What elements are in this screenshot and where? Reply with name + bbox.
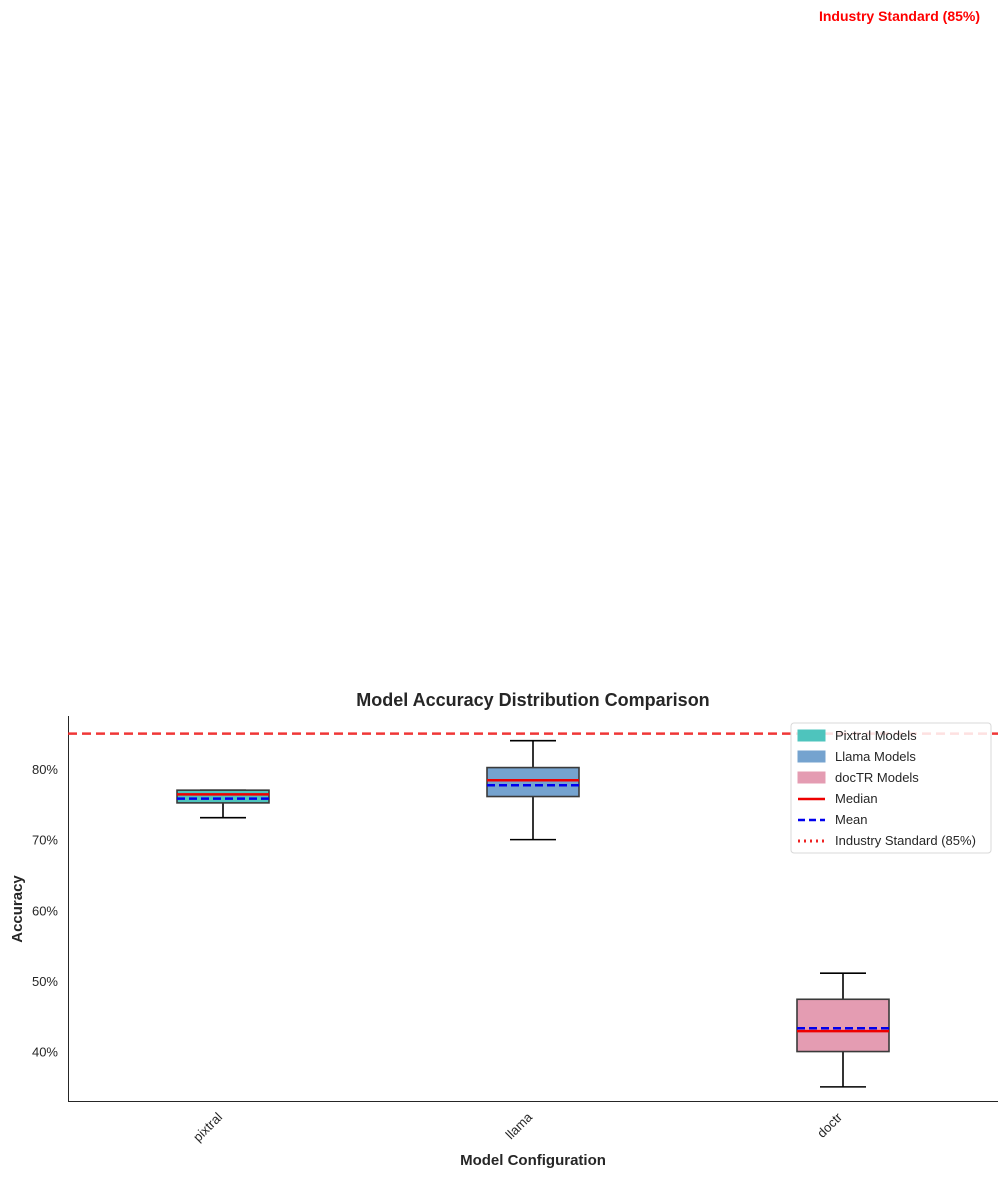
x-axis-label: Model Configuration — [460, 1152, 606, 1169]
iqr-box — [486, 766, 580, 798]
legend-label: Pixtral Models — [835, 728, 917, 743]
iqr-box — [176, 789, 270, 804]
box-doctr — [796, 972, 890, 1088]
legend-item: Median — [798, 791, 878, 806]
y-tick-label: 40% — [32, 1045, 58, 1060]
chart-title: Model Accuracy Distribution Comparison — [356, 690, 709, 710]
legend-swatch — [797, 771, 826, 784]
legend-item: Mean — [798, 812, 868, 827]
legend: Pixtral Models Llama Models docTR Models Me… — [790, 722, 992, 854]
reference-annotation: Industry Standard (85%) — [819, 8, 980, 24]
box-llama — [486, 739, 580, 841]
legend-item: Pixtral Models — [797, 728, 917, 743]
box-pixtral — [176, 789, 270, 819]
y-tick-label: 50% — [32, 974, 58, 989]
legend-item: docTR Models — [797, 770, 919, 785]
y-tick-label: 60% — [32, 903, 58, 918]
legend-frame — [790, 722, 992, 854]
legend-label: Mean — [835, 812, 868, 827]
y-tick-label: 80% — [32, 762, 58, 777]
y-tick-label: 70% — [32, 833, 58, 848]
legend-item: Llama Models — [797, 749, 916, 764]
y-axis-label: Accuracy — [9, 875, 26, 943]
y-tick-group: 40% 50% 60% 70% 80% — [32, 762, 58, 1060]
legend-label: Industry Standard (85%) — [835, 833, 976, 848]
legend-item: Industry Standard (85%) — [798, 833, 976, 848]
boxes-layer — [176, 739, 890, 1088]
legend-label: docTR Models — [835, 770, 919, 785]
legend-swatch — [797, 750, 826, 763]
legend-label: Llama Models — [835, 749, 916, 764]
iqr-box — [796, 998, 890, 1053]
legend-label: Median — [835, 791, 878, 806]
legend-swatch — [797, 729, 826, 742]
